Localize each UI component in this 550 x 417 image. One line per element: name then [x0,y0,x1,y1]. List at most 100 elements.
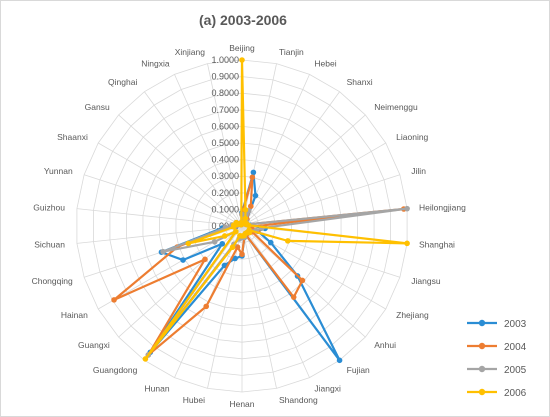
radar-tick-labels: 0.00000.10000.20000.30000.40000.50000.60… [211,55,239,231]
category-label: Qinghai [108,77,137,87]
data-point [252,192,259,199]
category-label: Jilin [411,166,426,176]
category-label: Gansu [85,102,110,112]
tick-label: 1.0000 [211,55,239,65]
data-point [250,169,257,176]
legend-swatch-marker [478,319,486,327]
category-label: Shanxi [347,77,373,87]
category-label: Tianjin [279,47,304,57]
series-line-2006 [144,58,409,361]
data-point [202,256,208,263]
tick-label: 0.6000 [211,121,239,131]
tick-label: 0.7000 [211,105,239,115]
axis-spoke [174,74,243,227]
category-label: Ningxia [141,58,170,68]
category-label: Shaanxi [57,132,88,142]
category-label: Guizhou [33,202,65,212]
legend-label: 2003 [504,319,527,330]
category-label: Sichuan [34,240,65,250]
data-point [239,57,245,63]
data-point [160,248,166,255]
category-label: Liaoning [396,132,428,142]
data-point [299,277,306,284]
legend: 2003 2004 2005 2006 [467,319,527,399]
data-point [219,240,226,247]
data-point [229,244,236,251]
data-point [239,251,245,258]
category-label: Guangxi [78,340,110,350]
axis-spoke [241,225,277,389]
tick-label: 0.8000 [211,88,239,98]
category-label: Hebei [314,58,336,68]
data-point [185,240,192,247]
tick-label: 0.5000 [211,138,239,148]
category-label: Henan [229,399,254,409]
category-label: Hubei [183,395,205,405]
axis-spoke [241,225,386,310]
legend-label: 2005 [504,365,527,376]
axis-spoke [207,63,243,227]
category-label: Guangdong [93,365,138,375]
data-point [203,303,210,310]
axis-spoke [207,225,243,389]
axis-spoke [241,114,366,227]
tick-label: 0.4000 [211,155,239,165]
data-point [247,203,254,210]
category-label: Beijing [229,43,255,53]
data-point [290,294,297,300]
data-point [232,255,238,262]
data-point [221,262,228,269]
category-label: Heilongjiang [419,202,466,212]
category-label: Hunan [145,384,170,394]
category-label: Anhui [374,340,396,350]
data-point [404,205,410,212]
axis-spoke [241,142,386,227]
series-lines [111,57,410,364]
category-label: Jiangxi [314,384,341,394]
axis-spoke [144,91,243,227]
data-point [249,174,256,181]
data-point [284,238,291,244]
series-line-2004 [112,176,405,357]
data-point [237,232,243,239]
legend-swatch-marker [478,342,486,350]
legend-label: 2004 [504,342,527,353]
axis-spoke [241,174,400,227]
axis-spoke [84,174,243,227]
tick-label: 0.3000 [211,171,239,181]
category-label: Yunnan [44,166,73,176]
tick-label: 0.9000 [211,72,239,82]
axis-spoke [241,63,277,227]
axis-spoke [241,225,310,378]
category-label: Fujian [347,365,370,375]
data-point [111,297,117,303]
legend-swatch-marker [478,388,486,396]
axis-spoke [118,114,243,227]
category-label: Shanghai [419,240,455,250]
data-point [404,240,410,247]
category-label: Shandong [279,395,318,405]
axis-spoke [241,91,340,227]
category-label: Jiangsu [411,276,441,286]
axis-spoke [76,225,243,244]
data-point [180,257,186,263]
category-label: Neimenggu [374,102,418,112]
category-label: Hainan [61,310,88,320]
axis-spoke [98,142,243,227]
axis-spoke [76,208,243,227]
category-label: Zhejiang [396,310,429,320]
data-point [233,228,239,235]
legend-label: 2006 [504,388,527,399]
data-point [336,357,343,364]
data-point [238,219,245,226]
tick-label: 0.1000 [211,204,239,214]
data-point [245,222,252,229]
data-point [142,356,149,362]
category-label: Xinjiang [175,47,206,57]
data-point [242,206,249,213]
tick-label: 0.2000 [211,188,239,198]
data-point [221,233,228,239]
chart-title: (a) 2003-2006 [199,12,287,28]
